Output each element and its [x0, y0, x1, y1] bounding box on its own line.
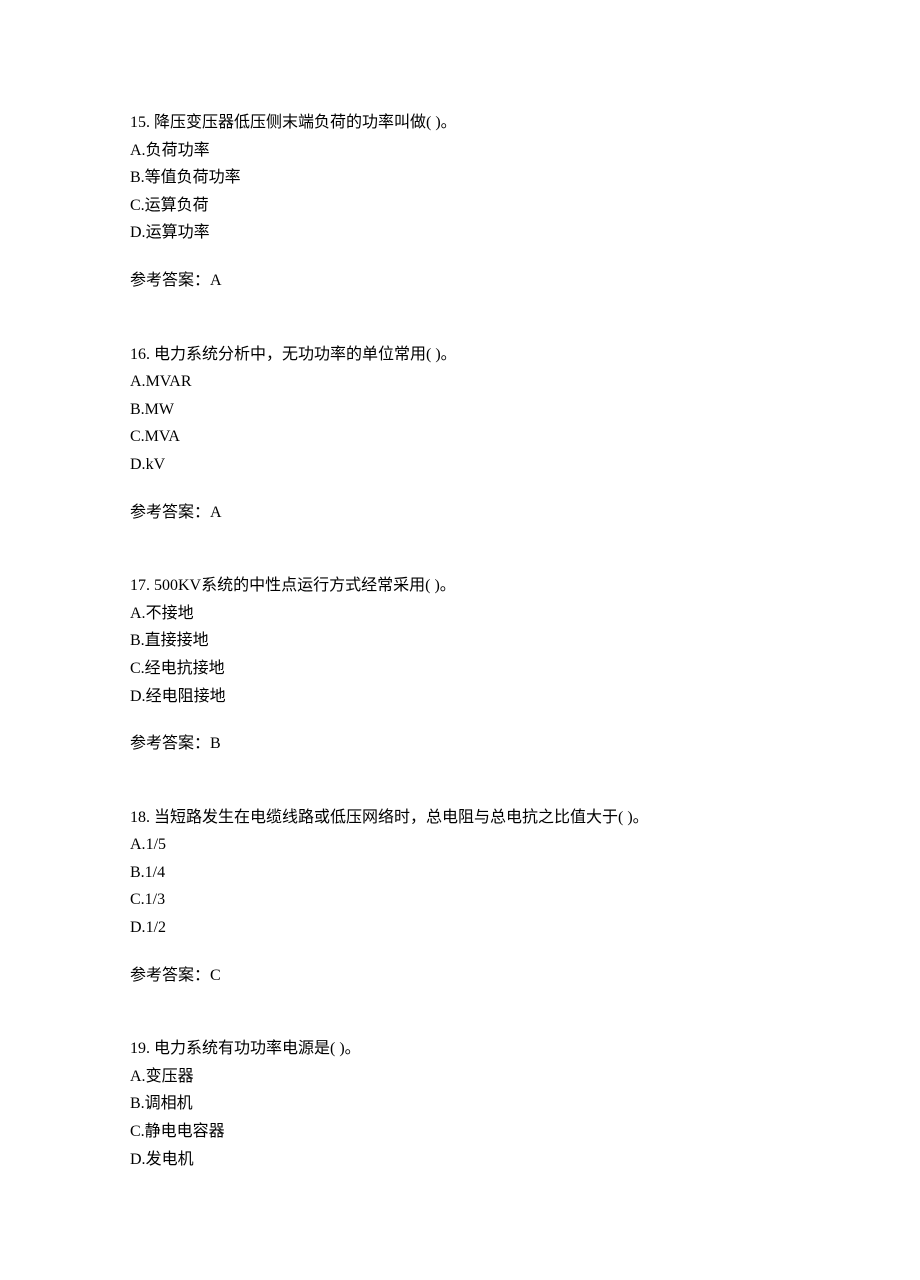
question-stem: 15. 降压变压器低压侧末端负荷的功率叫做( )。: [130, 110, 790, 136]
answer-line: 参考答案：C: [130, 963, 790, 989]
question-block-15: 15. 降压变压器低压侧末端负荷的功率叫做( )。 A.负荷功率 B.等值负荷功…: [130, 110, 790, 294]
option-letter: A.: [130, 142, 146, 159]
option-d: D.经电阻接地: [130, 684, 790, 710]
question-stem: 17. 500KV系统的中性点运行方式经常采用( )。: [130, 573, 790, 599]
option-text: 调相机: [145, 1095, 193, 1112]
option-text: MW: [145, 401, 174, 418]
option-c: C.经电抗接地: [130, 656, 790, 682]
option-text: 直接接地: [145, 632, 209, 649]
option-text: 变压器: [146, 1068, 194, 1085]
answer-label: 参考答案：: [130, 967, 210, 984]
option-a: A.变压器: [130, 1064, 790, 1090]
option-text: 经电阻接地: [146, 688, 226, 705]
option-b: B.1/4: [130, 860, 790, 886]
option-c: C.MVA: [130, 424, 790, 450]
question-number: 17.: [130, 577, 150, 594]
option-text: 1/2: [146, 919, 166, 936]
option-text: kV: [146, 456, 166, 473]
option-letter: D.: [130, 688, 146, 705]
option-letter: A.: [130, 605, 146, 622]
option-letter: B.: [130, 401, 145, 418]
option-letter: A.: [130, 373, 146, 390]
question-block-16: 16. 电力系统分析中，无功功率的单位常用( )。 A.MVAR B.MW C.…: [130, 342, 790, 526]
option-text: 经电抗接地: [145, 660, 225, 677]
option-letter: C.: [130, 428, 145, 445]
option-letter: C.: [130, 197, 145, 214]
answer-value: B: [210, 735, 221, 752]
option-a: A.不接地: [130, 601, 790, 627]
question-number: 19.: [130, 1040, 150, 1057]
option-text: MVA: [145, 428, 180, 445]
option-c: C.运算负荷: [130, 193, 790, 219]
option-letter: C.: [130, 1123, 145, 1140]
option-text: 负荷功率: [146, 142, 210, 159]
option-c: C.1/3: [130, 887, 790, 913]
question-stem: 16. 电力系统分析中，无功功率的单位常用( )。: [130, 342, 790, 368]
answer-label: 参考答案：: [130, 272, 210, 289]
option-letter: D.: [130, 456, 146, 473]
option-letter: B.: [130, 169, 145, 186]
answer-value: A: [210, 504, 222, 521]
option-text: 发电机: [146, 1151, 194, 1168]
option-text: 等值负荷功率: [145, 169, 241, 186]
answer-line: 参考答案：A: [130, 500, 790, 526]
question-number: 15.: [130, 114, 150, 131]
option-letter: D.: [130, 1151, 146, 1168]
option-letter: B.: [130, 632, 145, 649]
option-text: 不接地: [146, 605, 194, 622]
option-c: C.静电电容器: [130, 1119, 790, 1145]
answer-line: 参考答案：B: [130, 731, 790, 757]
option-text: 静电电容器: [145, 1123, 225, 1140]
option-text: 1/4: [145, 864, 165, 881]
question-stem: 18. 当短路发生在电缆线路或低压网络时，总电阻与总电抗之比值大于( )。: [130, 805, 790, 831]
option-letter: A.: [130, 836, 146, 853]
option-letter: A.: [130, 1068, 146, 1085]
question-text: 电力系统分析中，无功功率的单位常用( )。: [154, 346, 457, 363]
option-text: 1/5: [146, 836, 166, 853]
answer-value: C: [210, 967, 221, 984]
option-letter: D.: [130, 919, 146, 936]
option-text: 运算功率: [146, 224, 210, 241]
option-letter: B.: [130, 1095, 145, 1112]
option-b: B.等值负荷功率: [130, 165, 790, 191]
question-block-17: 17. 500KV系统的中性点运行方式经常采用( )。 A.不接地 B.直接接地…: [130, 573, 790, 757]
option-d: D.运算功率: [130, 220, 790, 246]
answer-label: 参考答案：: [130, 504, 210, 521]
question-text: 降压变压器低压侧末端负荷的功率叫做( )。: [154, 114, 457, 131]
option-a: A.MVAR: [130, 369, 790, 395]
answer-value: A: [210, 272, 222, 289]
option-b: B.直接接地: [130, 628, 790, 654]
option-b: B.MW: [130, 397, 790, 423]
option-text: 1/3: [145, 891, 165, 908]
option-text: MVAR: [146, 373, 192, 390]
option-d: D.kV: [130, 452, 790, 478]
question-block-18: 18. 当短路发生在电缆线路或低压网络时，总电阻与总电抗之比值大于( )。 A.…: [130, 805, 790, 989]
option-letter: B.: [130, 864, 145, 881]
option-text: 运算负荷: [145, 197, 209, 214]
answer-label: 参考答案：: [130, 735, 210, 752]
question-number: 16.: [130, 346, 150, 363]
option-d: D.1/2: [130, 915, 790, 941]
answer-line: 参考答案：A: [130, 268, 790, 294]
question-block-19: 19. 电力系统有功功率电源是( )。 A.变压器 B.调相机 C.静电电容器 …: [130, 1036, 790, 1172]
option-d: D.发电机: [130, 1147, 790, 1173]
option-a: A.负荷功率: [130, 138, 790, 164]
question-stem: 19. 电力系统有功功率电源是( )。: [130, 1036, 790, 1062]
option-b: B.调相机: [130, 1091, 790, 1117]
question-number: 18.: [130, 809, 150, 826]
option-a: A.1/5: [130, 832, 790, 858]
question-text: 500KV系统的中性点运行方式经常采用( )。: [154, 577, 456, 594]
option-letter: C.: [130, 660, 145, 677]
option-letter: C.: [130, 891, 145, 908]
question-text: 当短路发生在电缆线路或低压网络时，总电阻与总电抗之比值大于( )。: [154, 809, 649, 826]
option-letter: D.: [130, 224, 146, 241]
question-text: 电力系统有功功率电源是( )。: [154, 1040, 361, 1057]
